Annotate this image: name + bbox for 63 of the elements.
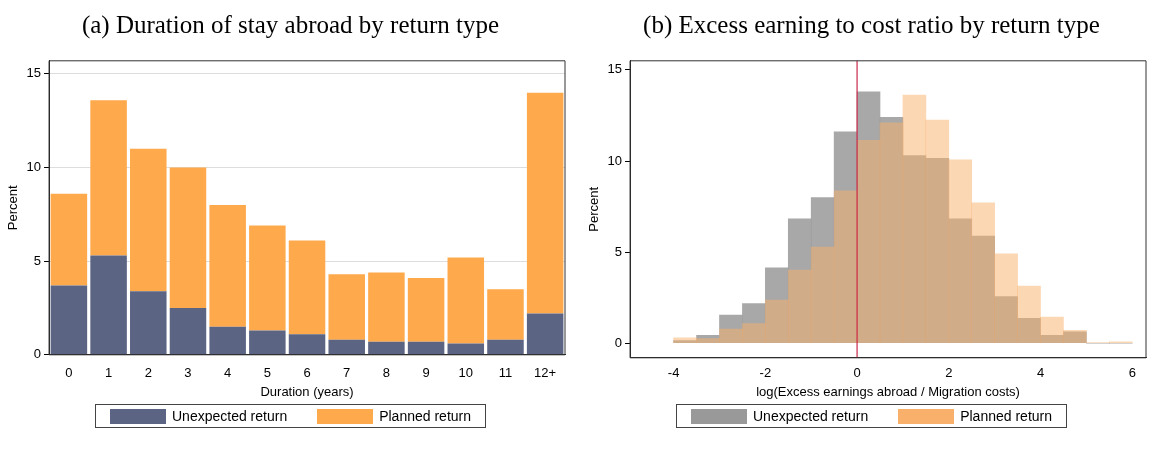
bar (368, 341, 405, 355)
x-tick-label: 0 (853, 365, 861, 381)
bar (288, 334, 326, 355)
chart-title: (a) Duration of stay abroad by return type (80, 10, 501, 41)
y-tick-label: 15 (607, 61, 623, 77)
bar (328, 274, 365, 340)
y-axis-title: Percent (5, 185, 21, 231)
y-tick-label: 15 (26, 65, 42, 81)
x-tick-label: -4 (667, 365, 680, 381)
legend-label: Unexpected return (752, 408, 869, 424)
bar (407, 341, 445, 355)
x-tick-label: 5 (263, 365, 271, 381)
x-tick-label: 7 (343, 365, 351, 381)
bar (368, 272, 405, 342)
x-axis-title: Duration (years) (260, 383, 354, 399)
x-tick-label: 4 (1036, 365, 1045, 381)
x-tick-label: 1 (104, 365, 113, 381)
bar (249, 330, 286, 355)
bar (447, 343, 485, 355)
bar (50, 285, 88, 355)
legend-label: Unexpected return (171, 408, 288, 424)
bar (50, 193, 88, 286)
bar (90, 100, 127, 256)
chart-title: (b) Excess earning to cost ratio by return type (642, 10, 1101, 41)
bar (526, 313, 564, 355)
bar (130, 291, 167, 355)
bar (169, 307, 207, 355)
y-tick-label: 10 (607, 152, 623, 168)
x-axis-title: log(Excess earnings abroad / Migration costs) (756, 383, 1020, 399)
y-tick-label: 5 (614, 243, 623, 259)
x-tick-label: 8 (382, 365, 391, 381)
bar (407, 278, 445, 342)
bar (328, 339, 365, 355)
x-tick-label: -2 (759, 365, 772, 381)
bar (487, 339, 524, 355)
y-tick-label: 0 (614, 334, 623, 350)
bar (130, 148, 167, 292)
x-tick-label: 10 (458, 365, 474, 381)
bar (288, 240, 326, 335)
bar (90, 255, 127, 355)
bar (209, 204, 246, 327)
x-tick-label: 6 (1128, 365, 1136, 381)
bar (209, 326, 246, 355)
bar (447, 257, 485, 344)
x-tick-label: 11 (498, 365, 513, 381)
y-tick-label: 0 (33, 346, 42, 362)
x-tick-label: 4 (224, 365, 232, 381)
bar (169, 167, 207, 308)
y-tick-label: 10 (26, 159, 42, 175)
bar (249, 225, 286, 331)
x-tick-label: 6 (303, 365, 311, 381)
bar (526, 92, 564, 314)
x-tick-label: 9 (422, 365, 430, 381)
x-tick-label: 2 (144, 365, 152, 381)
x-tick-label: 3 (184, 365, 192, 381)
y-axis-title: Percent (586, 186, 602, 232)
legend-label: Planned return (960, 408, 1053, 424)
x-tick-label: 0 (65, 365, 73, 381)
x-tick-label: 12+ (534, 365, 557, 381)
y-tick-label: 5 (33, 252, 42, 268)
legend-label: Planned return (379, 408, 472, 424)
x-tick-label: 2 (945, 365, 953, 381)
bar (487, 289, 524, 340)
